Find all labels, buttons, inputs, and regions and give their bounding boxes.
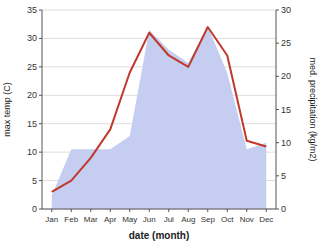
x-tick-label: May <box>122 215 137 224</box>
y-tick <box>39 95 42 96</box>
chart: 0 5 10 15 20 25 30 35 0 5 10 15 20 25 30 Jan Feb Mar Apr Ma… <box>0 0 318 247</box>
grid <box>42 10 276 209</box>
x-tick-label: Oct <box>221 215 234 224</box>
y-tick-label: 0 <box>32 204 37 214</box>
y-tick <box>39 180 42 181</box>
y-tick <box>39 10 42 11</box>
x-tick-label: Dec <box>259 215 273 224</box>
x-tick <box>188 209 189 212</box>
y-tick <box>39 66 42 67</box>
x-tick-label: Mar <box>84 215 98 224</box>
y2-tick-label: 30 <box>281 5 291 15</box>
x-tick <box>110 209 111 212</box>
x-tick-label: Jul <box>164 215 174 224</box>
y-tick <box>39 38 42 39</box>
y2-tick-label: 25 <box>281 38 291 48</box>
precipitation-area <box>52 27 267 209</box>
y-tick-label: 10 <box>27 147 37 157</box>
x-tick <box>246 209 247 212</box>
y-axis-label: max temp (C) <box>2 82 12 137</box>
y-tick-label: 15 <box>27 119 37 129</box>
y-tick-label: 30 <box>27 33 37 43</box>
y-axis-line <box>42 10 43 209</box>
x-tick <box>266 209 267 212</box>
y-tick-label: 35 <box>27 5 37 15</box>
x-axis-label: date (month) <box>129 230 190 241</box>
x-tick-label: Feb <box>64 215 78 224</box>
axes: 0 5 10 15 20 25 30 35 0 5 10 15 20 25 30 Jan Feb Mar Apr Ma… <box>27 5 291 224</box>
plot-area <box>52 27 267 209</box>
grid-line <box>42 10 276 11</box>
y2-tick-label: 5 <box>281 171 286 181</box>
temperature-line <box>52 27 267 192</box>
y-tick <box>39 123 42 124</box>
y-tick <box>39 209 42 210</box>
x-tick <box>71 209 72 212</box>
y2-tick <box>276 109 279 110</box>
x-tick <box>168 209 169 212</box>
y-tick-label: 5 <box>32 176 37 186</box>
y2-tick <box>276 142 279 143</box>
y2-tick <box>276 76 279 77</box>
x-tick-label: Aug <box>181 215 195 224</box>
x-axis-line <box>42 209 276 210</box>
y2-tick <box>276 43 279 44</box>
x-tick <box>207 209 208 212</box>
x-tick-label: Jun <box>143 215 156 224</box>
grid-line <box>42 209 276 210</box>
y2-tick-label: 0 <box>281 204 286 214</box>
y2-tick-label: 20 <box>281 71 291 81</box>
x-tick <box>149 209 150 212</box>
y2-tick <box>276 175 279 176</box>
y2-tick <box>276 10 279 11</box>
grid-line <box>42 38 276 39</box>
x-tick-label: Nov <box>240 215 254 224</box>
y-tick-label: 20 <box>27 90 37 100</box>
x-tick-label: Jan <box>45 215 58 224</box>
x-tick <box>90 209 91 212</box>
y-tick <box>39 152 42 153</box>
x-tick <box>227 209 228 212</box>
y2-axis-label: med. precipitation (kg/m2) <box>308 57 318 161</box>
y2-tick-label: 15 <box>281 105 291 115</box>
x-tick <box>51 209 52 212</box>
x-tick-label: Sep <box>201 215 216 224</box>
chart-container: 0 5 10 15 20 25 30 35 0 5 10 15 20 25 30 Jan Feb Mar Apr Ma… <box>0 0 318 247</box>
x-tick <box>129 209 130 212</box>
x-tick-label: Apr <box>104 215 117 224</box>
y2-tick <box>276 209 279 210</box>
y-tick-label: 25 <box>27 62 37 72</box>
y2-tick-label: 10 <box>281 138 291 148</box>
